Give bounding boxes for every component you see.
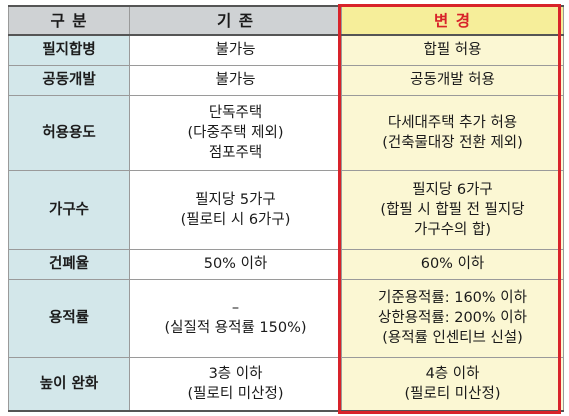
header-existing: 기 존 [129, 5, 342, 36]
cell-text: 불가능 [215, 42, 256, 59]
cell-text: 3층 이하 [208, 365, 263, 382]
changed-cell: 공동개발 허용 [341, 64, 564, 96]
cell-text: (다중주택 제외) [187, 124, 284, 141]
cell-text: 60% 이하 [420, 256, 485, 272]
cell-text: 기준용적률: 160% 이하 [378, 290, 527, 306]
cell-text: 합필 허용 [423, 42, 482, 59]
table-row: 필지합병 불가능 합필 허용 [8, 34, 564, 66]
existing-cell: 단독주택 (다중주택 제외) 점포주택 [129, 94, 342, 171]
header-changed: 변 경 [341, 5, 564, 36]
row-label: 가구수 [8, 169, 130, 250]
cell-text: 상한용적률: 200% 이하 [378, 310, 527, 326]
row-label: 필지합병 [8, 34, 130, 66]
changed-cell: 60% 이하 [341, 248, 564, 280]
cell-text: 불가능 [215, 72, 256, 88]
cell-text: 필지당 5가구 [195, 191, 276, 208]
cell-text: 점포주택 [208, 144, 263, 161]
cell-text: (필로티 미산정) [187, 385, 284, 402]
existing-cell: 불가능 [129, 34, 342, 66]
table-row: 건폐율 50% 이하 60% 이하 [8, 248, 564, 280]
existing-cell: 50% 이하 [129, 248, 342, 280]
cell-text: 4층 이하 [425, 365, 480, 382]
table-row: 허용용도 단독주택 (다중주택 제외) 점포주택 다세대주택 추가 허용 (건축… [8, 94, 564, 171]
table-row: 가구수 필지당 5가구 (필로티 시 6가구) 필지당 6가구 (합필 시 합필… [8, 169, 564, 250]
existing-cell: 불가능 [129, 64, 342, 96]
row-label: 높이 완화 [8, 356, 130, 412]
cell-text: (용적률 인센티브 신설) [382, 330, 523, 346]
changed-cell: 4층 이하 (필로티 미산정) [341, 356, 564, 412]
header-row: 구 분 기 존 변 경 [8, 5, 564, 36]
header-category: 구 분 [8, 5, 130, 36]
cell-text: – [231, 300, 240, 316]
cell-text: 50% 이하 [203, 256, 268, 272]
changed-cell: 기준용적률: 160% 이하 상한용적률: 200% 이하 (용적률 인센티브 … [341, 278, 564, 358]
cell-text: 가구수의 합) [414, 221, 491, 238]
cell-text: (필로티 시 6가구) [180, 211, 291, 228]
row-label: 허용용도 [8, 94, 130, 171]
cell-text: (필로티 미산정) [404, 385, 501, 402]
cell-text: (건축물대장 전환 제외) [382, 134, 523, 151]
row-label: 용적률 [8, 278, 130, 358]
row-label: 공동개발 [8, 64, 130, 96]
changed-cell: 다세대주택 추가 허용 (건축물대장 전환 제외) [341, 94, 564, 171]
row-label: 건폐율 [8, 248, 130, 280]
table-row: 용적률 – (실질적 용적률 150%) 기준용적률: 160% 이하 상한용적… [8, 278, 564, 358]
table-row: 공동개발 불가능 공동개발 허용 [8, 64, 564, 96]
table-row: 높이 완화 3층 이하 (필로티 미산정) 4층 이하 (필로티 미산정) [8, 356, 564, 412]
cell-text: (실질적 용적률 150%) [164, 320, 307, 336]
cell-text: 필지당 6가구 [412, 181, 493, 198]
changed-cell: 합필 허용 [341, 34, 564, 66]
existing-cell: 필지당 5가구 (필로티 시 6가구) [129, 169, 342, 250]
cell-text: 공동개발 허용 [410, 72, 495, 88]
cell-text: 단독주택 [208, 104, 263, 121]
cell-text: 다세대주택 추가 허용 [387, 114, 518, 131]
existing-cell: – (실질적 용적률 150%) [129, 278, 342, 358]
cell-text: (합필 시 합필 전 필지당 [380, 201, 525, 218]
changed-cell: 필지당 6가구 (합필 시 합필 전 필지당 가구수의 합) [341, 169, 564, 250]
existing-cell: 3층 이하 (필로티 미산정) [129, 356, 342, 412]
comparison-table: 구 분 기 존 변 경 필지합병 불가능 합필 허용 공동개발 불가능 [8, 5, 564, 412]
